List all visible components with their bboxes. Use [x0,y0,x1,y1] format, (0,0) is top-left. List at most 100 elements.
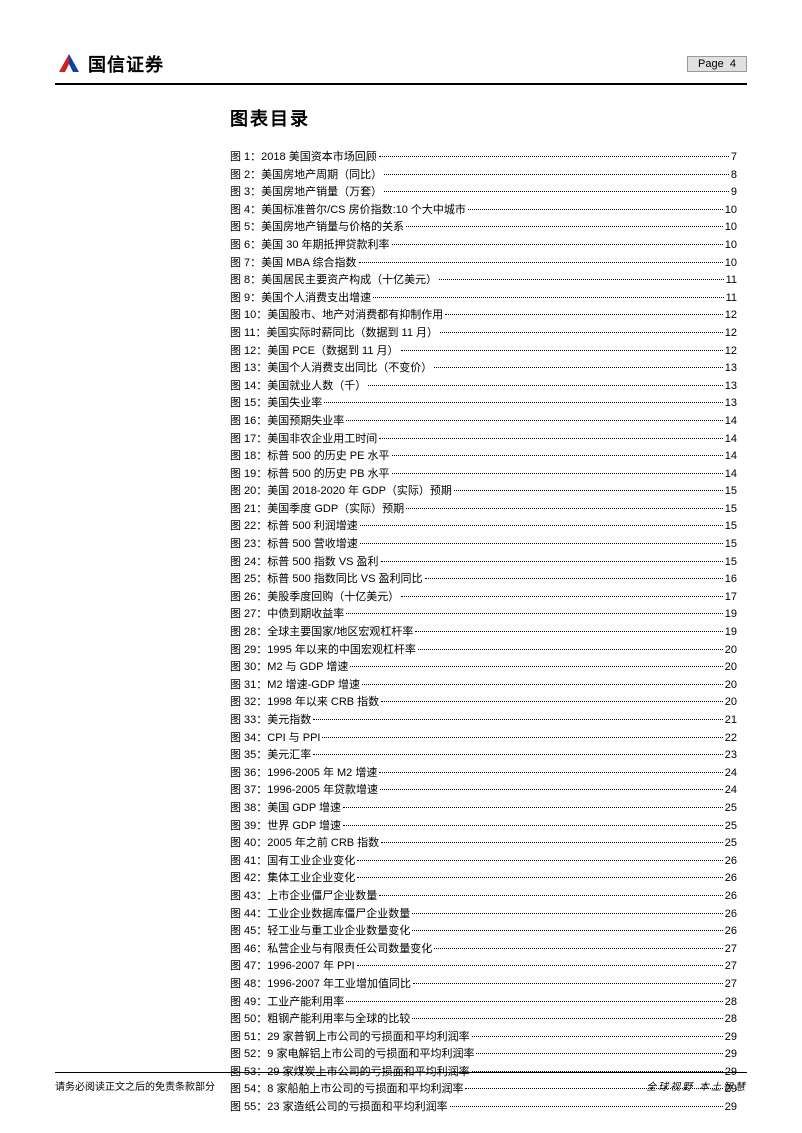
toc-dots [468,209,723,210]
toc-item-label: 图 26：美股季度回购（十亿美元） [230,589,399,607]
toc-dots [380,789,723,790]
toc-dots [379,895,722,896]
toc-item-label: 图 1：2018 美国资本市场回顾 [230,149,377,167]
toc-item-label: 图 33：美元指数 [230,712,311,730]
company-logo-icon [55,50,83,78]
toc-item-label: 图 43：上市企业僵尸企业数量 [230,888,377,906]
toc-item-label: 图 49：工业产能利用率 [230,994,344,1012]
toc-dots [379,438,722,439]
toc-item-label: 图 34：CPI 与 PPI [230,730,320,748]
toc-item-page: 23 [725,747,737,765]
toc-item-label: 图 10：美国股市、地产对消费都有抑制作用 [230,307,443,325]
toc-item-label: 图 4：美国标准普尔/CS 房价指数:10 个大中城市 [230,202,466,220]
toc-item-label: 图 17：美国非农企业用工时间 [230,431,377,449]
toc-item-label: 图 8：美国居民主要资产构成（十亿美元） [230,272,437,290]
logo-area: 国信证券 [55,50,164,78]
toc-item-page: 14 [725,448,737,466]
toc-item-label: 图 21：美国季度 GDP（实际）预期 [230,501,404,519]
toc-dots [379,772,722,773]
toc-dots [379,156,729,157]
toc-item: 图 29：1995 年以来的中国宏观杠杆率20 [230,642,737,660]
toc-item-label: 图 39：世界 GDP 增速 [230,818,341,836]
toc-item-page: 27 [725,976,737,994]
toc-item-page: 14 [725,413,737,431]
toc-dots [322,737,722,738]
toc-dots [392,473,723,474]
toc-dots [346,420,722,421]
toc-dots [313,719,722,720]
toc-dots [359,262,723,263]
toc-item: 图 22：标普 500 利润增速15 [230,518,737,536]
toc-item-label: 图 16：美国预期失业率 [230,413,344,431]
toc-item-label: 图 19：标普 500 的历史 PB 水平 [230,466,390,484]
toc-dots [392,455,723,456]
toc-item-page: 12 [725,325,737,343]
toc-item: 图 10：美国股市、地产对消费都有抑制作用 12 [230,307,737,325]
toc-item-page: 17 [725,589,737,607]
toc-item-label: 图 14：美国就业人数（千） [230,378,366,396]
toc-item-page: 15 [725,536,737,554]
header-divider [55,83,747,85]
toc-item-page: 15 [725,501,737,519]
toc-item-label: 图 37：1996-2005 年贷款增速 [230,782,378,800]
toc-dots [412,913,722,914]
toc-dots [434,367,722,368]
footer-divider [55,1072,747,1073]
toc-item-page: 13 [725,378,737,396]
toc-item-label: 图 3：美国房地产销量（万套） [230,184,382,202]
toc-item-page: 20 [725,642,737,660]
page-number: 4 [730,58,736,70]
toc-item: 图 11：美国实际时薪同比（数据到 11 月）12 [230,325,737,343]
toc-item: 图 41：国有工业企业变化26 [230,853,737,871]
toc-item: 图 2：美国房地产周期（同比）8 [230,167,737,185]
toc-item-label: 图 55：23 家造纸公司的亏损面和平均利润率 [230,1099,448,1117]
toc-dots [357,860,722,861]
toc-item: 图 3：美国房地产销量（万套）9 [230,184,737,202]
toc-item-label: 图 5：美国房地产销量与价格的关系 [230,219,404,237]
toc-item: 图 14：美国就业人数（千） 13 [230,378,737,396]
toc-dots [381,842,723,843]
toc-list: 图 1：2018 美国资本市场回顾 7图 2：美国房地产周期（同比）8图 3：美国… [230,149,737,1117]
toc-item-page: 24 [725,782,737,800]
toc-item: 图 32：1998 年以来 CRB 指数20 [230,694,737,712]
toc-item-page: 27 [725,941,737,959]
toc-dots [381,701,723,702]
toc-item-label: 图 45：轻工业与重工业企业数量变化 [230,923,410,941]
toc-item-label: 图 25：标普 500 指数同比 VS 盈利同比 [230,571,423,589]
toc-dots [392,244,723,245]
toc-item-page: 7 [731,149,737,167]
company-name: 国信证券 [88,51,164,77]
toc-dots [406,226,723,227]
toc-item: 图 21：美国季度 GDP（实际）预期 15 [230,501,737,519]
toc-dots [324,402,722,403]
toc-item-label: 图 52：9 家电解铝上市公司的亏损面和平均利润率 [230,1046,474,1064]
toc-item-page: 13 [725,395,737,413]
toc-item-page: 26 [725,906,737,924]
toc-item-page: 22 [725,730,737,748]
toc-dots [368,385,722,386]
toc-dots [401,350,723,351]
toc-item-label: 图 22：标普 500 利润增速 [230,518,358,536]
toc-item-page: 10 [725,219,737,237]
toc-item-label: 图 35：美元汇率 [230,747,311,765]
toc-item: 图 25：标普 500 指数同比 VS 盈利同比16 [230,571,737,589]
toc-item: 图 23：标普 500 营收增速15 [230,536,737,554]
toc-item: 图 46：私营企业与有限责任公司数量变化27 [230,941,737,959]
toc-item: 图 51：29 家普钢上市公司的亏损面和平均利润率29 [230,1029,737,1047]
toc-item: 图 26：美股季度回购（十亿美元） 17 [230,589,737,607]
toc-item: 图 45：轻工业与重工业企业数量变化 26 [230,923,737,941]
toc-dots [381,561,723,562]
toc-item-page: 15 [725,483,737,501]
toc-item: 图 37：1996-2005 年贷款增速 24 [230,782,737,800]
toc-item-page: 10 [725,255,737,273]
toc-dots [439,279,723,280]
toc-item-page: 12 [725,307,737,325]
toc-dots [350,666,722,667]
toc-item-label: 图 24：标普 500 指数 VS 盈利 [230,554,379,572]
toc-item-page: 26 [725,923,737,941]
toc-item-label: 图 7：美国 MBA 综合指数 [230,255,357,273]
toc-item: 图 27：中债到期收益率19 [230,606,737,624]
toc-item: 图 9：美国个人消费支出增速11 [230,290,737,308]
toc-item: 图 16：美国预期失业率 14 [230,413,737,431]
toc-item-page: 29 [725,1099,737,1117]
